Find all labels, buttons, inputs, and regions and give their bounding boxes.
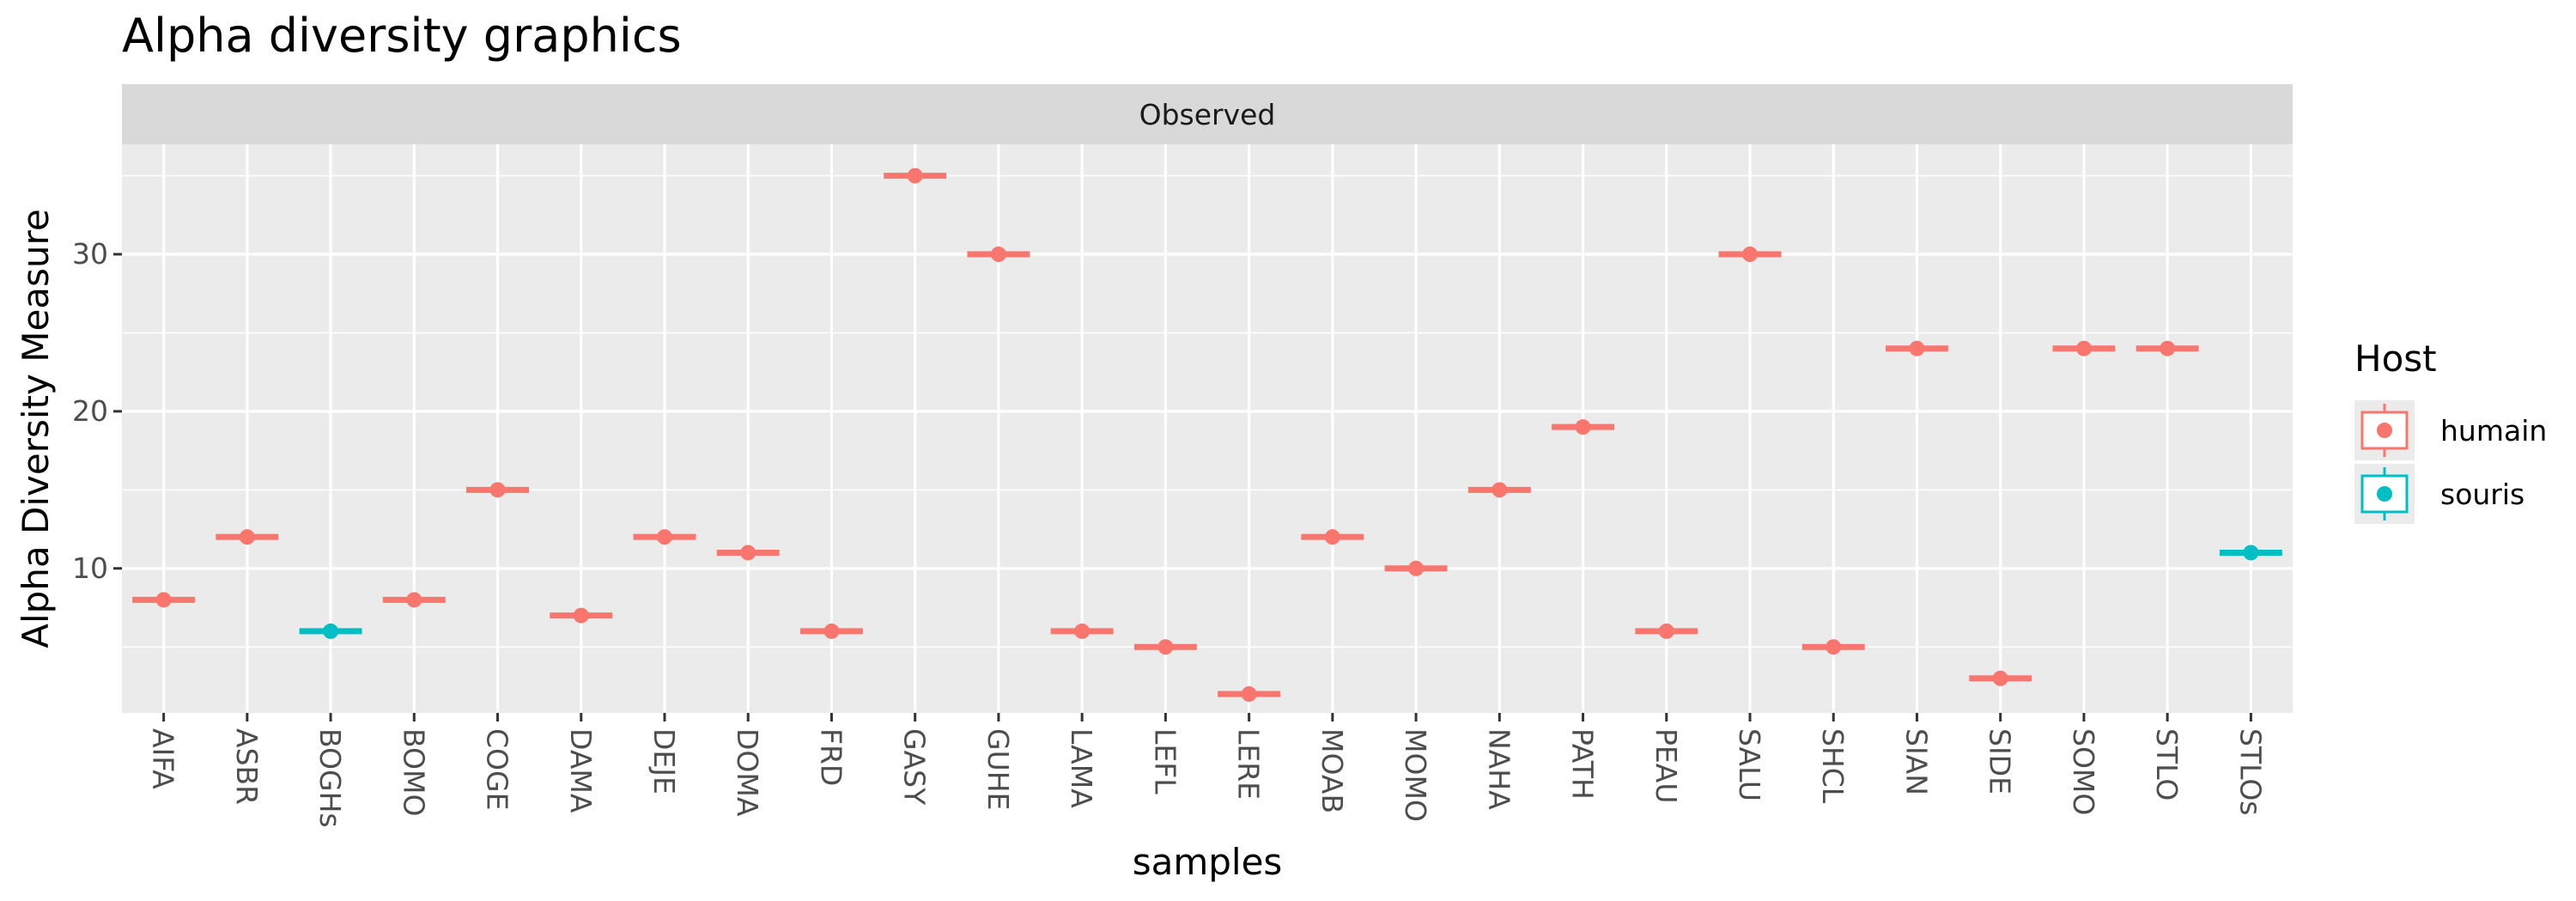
- point-ASBR: [239, 529, 255, 545]
- x-tick-label: GUHE: [981, 728, 1015, 810]
- x-tick-label: DAMA: [564, 728, 598, 813]
- point-LEFL: [1157, 639, 1174, 655]
- legend-key-point: [2377, 423, 2392, 438]
- x-tick-label: SIDE: [1984, 728, 2017, 794]
- facet-label: Observed: [1139, 98, 1276, 131]
- y-tick-label: 10: [72, 551, 108, 585]
- y-tick-label: 20: [72, 394, 108, 428]
- legend-title: Host: [2354, 338, 2437, 380]
- x-tick-label: BOGHs: [313, 728, 347, 828]
- x-tick-label: SOMO: [2067, 728, 2100, 815]
- x-tick-label: LAMA: [1065, 728, 1098, 808]
- x-tick-label: FRD: [814, 728, 848, 786]
- y-tick-label: 30: [72, 237, 108, 271]
- point-NAHA: [1492, 482, 1508, 498]
- x-axis: AIFA ASBR BOGHs BOMO COGE DAMA DEJE DOMA FRD GASY…: [147, 713, 2267, 828]
- x-tick-label: SHCL: [1816, 728, 1850, 804]
- point-STLO: [2160, 340, 2176, 356]
- point-MOMO: [1408, 560, 1425, 576]
- legend-key-point: [2377, 486, 2392, 502]
- x-tick-label: COGE: [481, 728, 514, 810]
- x-tick-label: DOMA: [731, 728, 764, 817]
- x-tick-label: SALU: [1733, 728, 1766, 801]
- facet-strip: [122, 84, 2293, 144]
- x-tick-label: DEJE: [647, 728, 681, 794]
- point-DOMA: [740, 545, 756, 561]
- x-tick-label: BOMO: [397, 728, 430, 816]
- x-axis-title: samples: [1133, 841, 1283, 883]
- point-PEAU: [1658, 623, 1674, 639]
- x-tick-label: PATH: [1566, 728, 1600, 800]
- plot-panel: [122, 144, 2293, 713]
- point-SOMO: [2075, 340, 2092, 356]
- legend-key-box: [2360, 474, 2409, 514]
- point-FRD: [823, 623, 840, 639]
- x-tick-label: MOAB: [1315, 728, 1349, 813]
- x-tick-label: ASBR: [230, 728, 264, 805]
- point-GUHE: [990, 247, 1006, 263]
- x-tick-label: SIAN: [1899, 728, 1933, 795]
- major-gridlines: [122, 144, 2293, 713]
- point-SHCL: [1826, 639, 1842, 655]
- x-tick-label: NAHA: [1482, 728, 1516, 810]
- point-LAMA: [1074, 623, 1091, 639]
- point-GASY: [907, 167, 923, 184]
- legend-label-souris: souris: [2440, 478, 2524, 511]
- x-tick-label: PEAU: [1649, 728, 1683, 803]
- x-tick-label: STLO: [2150, 728, 2184, 801]
- point-SIAN: [1909, 340, 1925, 356]
- point-BOGHs: [323, 623, 339, 639]
- point-DEJE: [657, 529, 672, 545]
- x-tick-label: GASY: [898, 728, 932, 806]
- point-MOAB: [1324, 529, 1340, 545]
- x-tick-label: MOMO: [1399, 728, 1432, 822]
- point-LERE: [1241, 686, 1257, 703]
- point-PATH: [1575, 419, 1591, 435]
- y-axis: 10 20 30: [72, 237, 122, 585]
- data-marks: [132, 167, 2282, 703]
- x-tick-label: LEFL: [1148, 728, 1182, 794]
- point-STLOs: [2243, 545, 2259, 561]
- point-COGE: [489, 482, 506, 498]
- point-SALU: [1742, 247, 1758, 263]
- legend: Host humain souris: [2354, 338, 2547, 524]
- x-tick-label: AIFA: [147, 728, 180, 789]
- point-BOMO: [406, 592, 422, 608]
- point-AIFA: [155, 592, 172, 608]
- point-SIDE: [1992, 670, 2008, 686]
- x-tick-label: LERE: [1232, 728, 1266, 800]
- chart-title: Alpha diversity graphics: [122, 9, 682, 63]
- legend-label-humain: humain: [2440, 414, 2547, 447]
- x-tick-label: STLOs: [2233, 728, 2267, 815]
- y-axis-title: Alpha Diversity Measure: [15, 209, 57, 648]
- point-DAMA: [573, 607, 589, 624]
